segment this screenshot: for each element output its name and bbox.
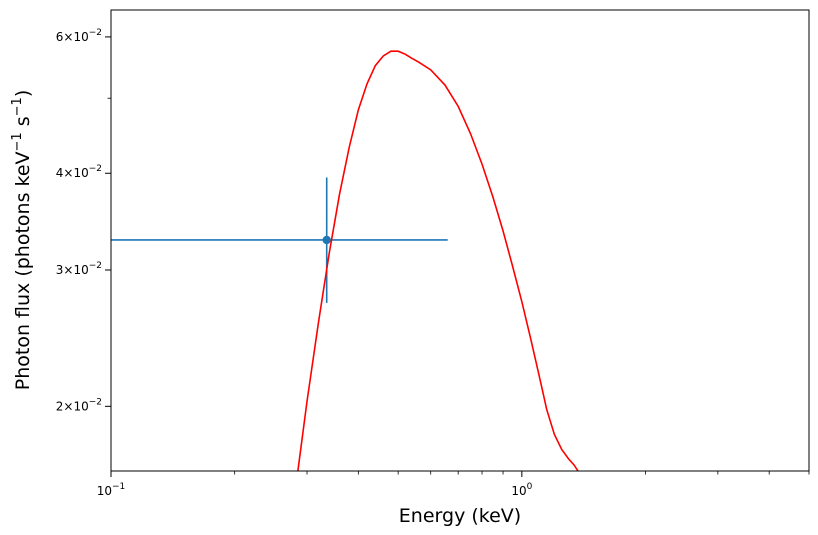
chart-marks: [111, 50, 579, 471]
y-tick-label: 4×10−2: [56, 164, 102, 180]
y-tick-label: 3×10−2: [56, 261, 102, 277]
x-axis-label: Energy (keV): [399, 505, 521, 527]
data-point-marker: [322, 235, 331, 245]
x-tick-label: 10−1: [97, 482, 126, 498]
y-tick-label: 2×10−2: [56, 397, 102, 413]
y-axis-label: Photon flux (photons keV−1 s−1): [10, 90, 34, 391]
y-tick-label: 6×10−2: [56, 28, 102, 44]
x-tick-label: 100: [511, 482, 532, 498]
model-curve-line: [297, 50, 579, 471]
axis-ticks: 10−1 100 2×10−2 3×10−2 4×10−2 6×10−2: [56, 28, 810, 498]
plot-frame: [110, 9, 810, 472]
